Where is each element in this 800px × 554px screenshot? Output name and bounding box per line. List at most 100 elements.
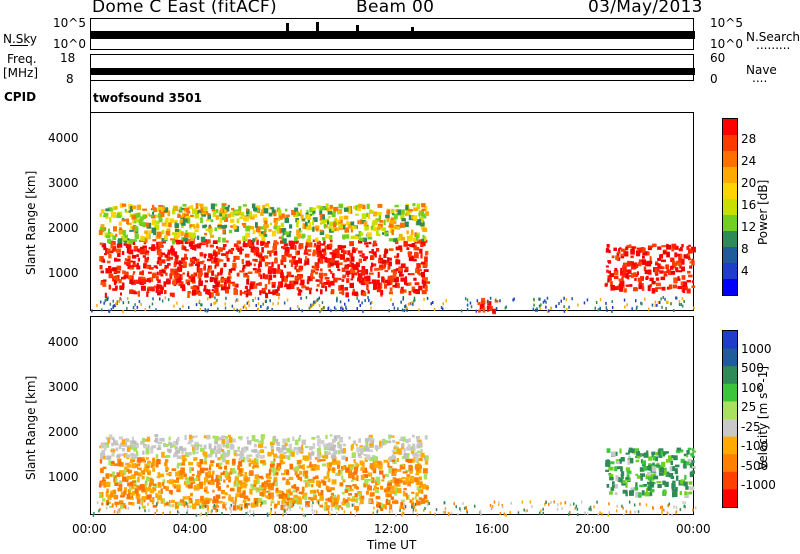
heatmap-cell: [369, 473, 373, 477]
heatmap-cell: [203, 207, 207, 212]
heatmap-cell: [336, 252, 340, 258]
heatmap-cell: [346, 274, 350, 278]
heatmap-cell: [280, 240, 283, 244]
heatmap-cell: [284, 509, 286, 513]
heatmap-cell: [149, 488, 155, 494]
heatmap-cell: [150, 447, 154, 454]
heatmap-cell: [141, 496, 147, 501]
heatmap-cell: [406, 446, 412, 451]
heatmap-cell: [389, 490, 395, 494]
heatmap-cell: [304, 495, 308, 501]
heatmap-cell: [243, 216, 249, 222]
heatmap-cell: [212, 489, 215, 493]
heatmap-cell: [365, 441, 369, 448]
heatmap-cell: [176, 272, 180, 278]
heatmap-cell: [164, 267, 167, 270]
heatmap-cell: [503, 512, 506, 516]
heatmap-cell: [668, 502, 670, 506]
heatmap-cell: [466, 303, 469, 307]
heatmap-cell: [143, 506, 145, 510]
heatmap-cell: [432, 301, 434, 304]
heatmap-cell: [657, 246, 662, 250]
heatmap-cell: [421, 208, 426, 212]
heatmap-cell: [104, 253, 107, 256]
heatmap-cell: [256, 487, 259, 491]
heatmap-cell: [442, 307, 444, 311]
heatmap-cell: [347, 497, 351, 500]
heatmap-cell: [393, 492, 398, 496]
heatmap-cell: [415, 234, 419, 241]
heatmap-cell: [299, 274, 304, 277]
heatmap-cell: [165, 230, 171, 236]
heatmap-cell: [149, 478, 153, 482]
heatmap-cell: [324, 277, 330, 280]
colorbar-segment: [723, 215, 737, 232]
heatmap-cell: [289, 463, 293, 470]
heatmap-cell: [371, 438, 375, 441]
heatmap-cell: [420, 489, 424, 494]
heatmap-cell: [327, 497, 332, 502]
heatmap-cell: [347, 298, 350, 302]
heatmap-cell: [370, 225, 374, 230]
heatmap-cell: [419, 485, 422, 488]
heatmap-cell: [375, 230, 379, 236]
heatmap-cell: [281, 472, 286, 476]
heatmap-cell: [654, 268, 658, 274]
heatmap-cell: [159, 260, 162, 266]
heatmap-cell: [679, 491, 682, 495]
heatmap-cell: [657, 301, 660, 304]
heatmap-cell: [400, 300, 402, 304]
heatmap-cell: [424, 206, 428, 211]
heatmap-cell: [282, 477, 286, 481]
heatmap-cell: [192, 208, 197, 215]
heatmap-cell: [107, 238, 112, 244]
heatmap-cell: [221, 253, 226, 256]
heatmap-cell: [334, 261, 338, 265]
heatmap-cell: [638, 492, 642, 498]
heatmap-cell: [113, 477, 117, 483]
heatmap-cell: [254, 237, 258, 241]
heatmap-cell: [101, 243, 106, 248]
heatmap-cell: [277, 490, 282, 494]
heatmap-cell: [255, 502, 259, 507]
heatmap-cell: [339, 291, 343, 294]
heatmap-cell: [185, 230, 188, 235]
heatmap-cell: [657, 287, 662, 290]
heatmap-cell: [343, 225, 346, 230]
heatmap-cell: [228, 268, 233, 274]
heatmap-cell: [369, 301, 372, 305]
heatmap-cell: [268, 274, 273, 281]
heatmap-cell: [610, 285, 615, 291]
heatmap-cell: [117, 509, 120, 512]
heatmap-cell: [466, 510, 468, 514]
heatmap-cell: [320, 253, 325, 259]
heatmap-cell: [200, 495, 204, 502]
heatmap-cell: [676, 296, 678, 300]
heatmap-cell: [109, 208, 114, 212]
heatmap-cell: [312, 495, 315, 499]
heatmap-cell: [681, 275, 686, 280]
heatmap-cell: [402, 297, 404, 301]
heatmap-cell: [259, 290, 262, 296]
heatmap-cell: [358, 456, 363, 459]
heatmap-cell: [301, 439, 306, 445]
heatmap-cell: [119, 510, 121, 514]
heatmap-cell: [353, 466, 359, 472]
heatmap-cell: [164, 444, 169, 447]
heatmap-cell: [327, 510, 330, 514]
heatmap-cell: [267, 513, 269, 517]
heatmap-cell: [311, 276, 315, 279]
heatmap-cell: [413, 215, 418, 222]
colorbar-segment: [723, 151, 737, 168]
heatmap-cell: [140, 285, 146, 291]
heatmap-cell: [286, 469, 290, 476]
heatmap-cell: [335, 219, 341, 223]
heatmap-cell: [214, 251, 218, 257]
heatmap-cell: [189, 451, 192, 456]
heatmap-cell: [422, 227, 428, 232]
heatmap-cell: [651, 451, 656, 455]
heatmap-cell: [168, 436, 171, 441]
heatmap-cell: [106, 251, 110, 255]
heatmap-cell: [233, 450, 236, 454]
heatmap-cell: [190, 214, 194, 217]
